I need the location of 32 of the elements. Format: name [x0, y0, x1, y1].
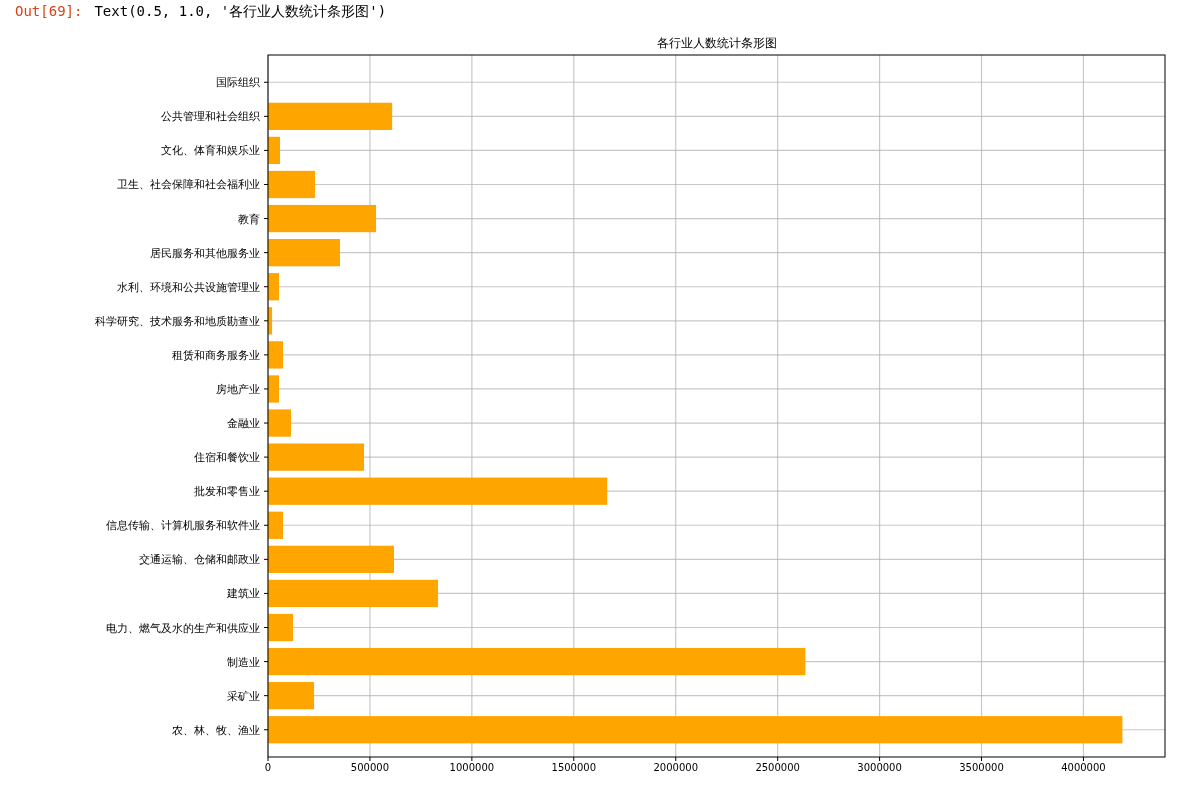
x-tick-label: 0 — [264, 762, 272, 773]
x-tick-label: 500000 — [350, 762, 390, 773]
x-tick-label: 2500000 — [755, 762, 800, 773]
y-tick-label: 电力、燃气及水的生产和供应业 — [106, 621, 260, 634]
x-tick-label: 4000000 — [1061, 762, 1106, 773]
y-tick-label: 住宿和餐饮业 — [194, 451, 260, 464]
y-tick-label: 水利、环境和公共设施管理业 — [117, 280, 260, 293]
x-tick-label: 3000000 — [857, 762, 902, 773]
y-tick-label: 制造业 — [227, 655, 260, 668]
y-tick-label: 交通运输、仓储和邮政业 — [139, 553, 260, 566]
x-tick-label: 2000000 — [653, 762, 698, 773]
text: Out[69]: — [15, 3, 83, 19]
y-tick-label: 金融业 — [227, 417, 260, 430]
x-tick-label: 3500000 — [959, 762, 1004, 773]
y-tick-label: 公共管理和社会组织 — [161, 110, 260, 123]
y-tick-label: 居民服务和其他服务业 — [150, 246, 260, 259]
text: Text(0.5, 1.0, '各行业人数统计条形图') — [94, 3, 387, 19]
chart-title: 各行业人数统计条形图 — [656, 36, 777, 50]
x-tick-label: 1500000 — [551, 762, 597, 773]
y-tick-label: 教育 — [238, 212, 260, 225]
y-tick-label: 国际组织 — [216, 76, 260, 89]
y-tick-label: 农、林、牧、渔业 — [172, 723, 260, 736]
y-tick-label: 房地产业 — [216, 382, 260, 395]
y-tick-label: 建筑业 — [226, 587, 260, 600]
y-tick-label: 信息传输、计算机服务和软件业 — [106, 519, 260, 532]
y-tick-label: 卫生、社会保障和社会福利业 — [117, 178, 260, 191]
y-tick-label: 科学研究、技术服务和地质勘查业 — [95, 314, 260, 327]
y-tick-label: 批发和零售业 — [194, 485, 260, 498]
y-tick-label: 租赁和商务服务业 — [172, 348, 260, 361]
y-tick-label: 文化、体育和娱乐业 — [161, 144, 260, 157]
x-tick-label: 1000000 — [449, 762, 495, 773]
y-tick-label: 采矿业 — [227, 689, 260, 702]
